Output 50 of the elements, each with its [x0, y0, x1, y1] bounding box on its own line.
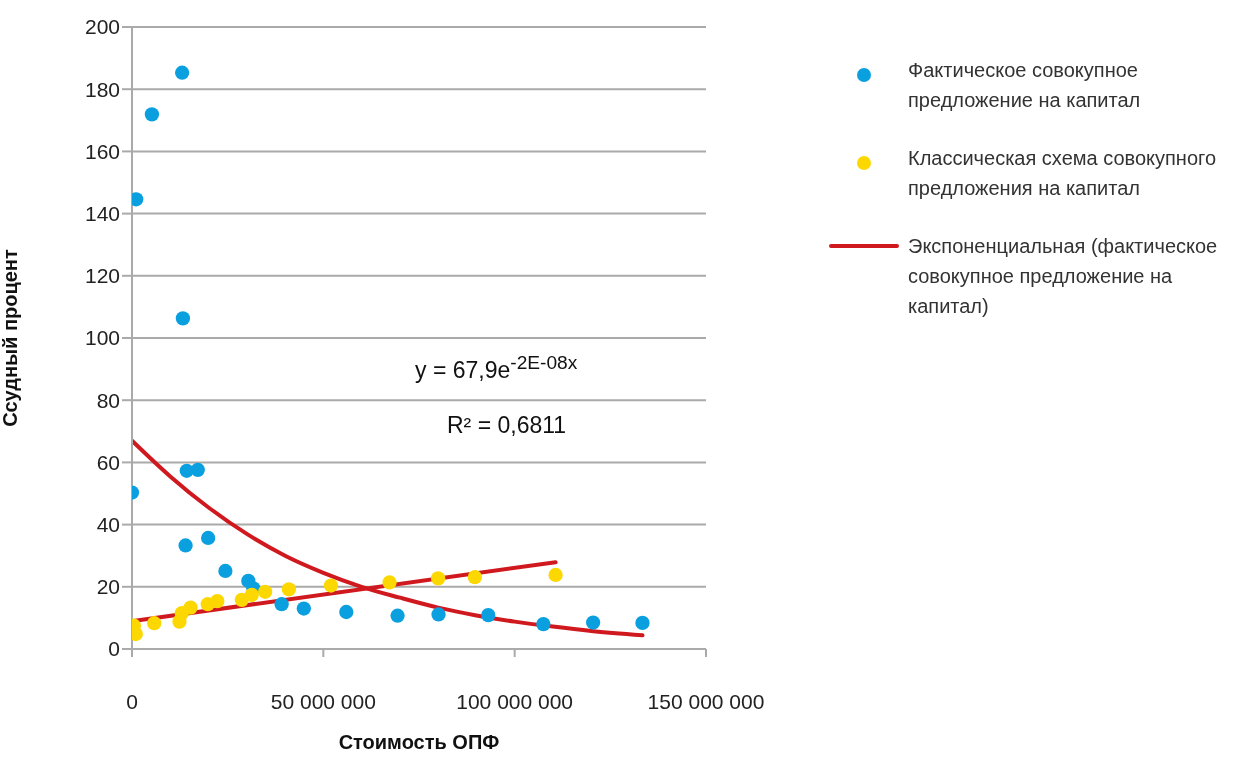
point — [218, 563, 233, 579]
point — [481, 607, 496, 623]
line-series — [132, 438, 645, 638]
y-tick-label: 100 — [84, 326, 120, 350]
point — [183, 600, 198, 615]
y-tick-label: 0 — [108, 637, 120, 661]
point — [382, 575, 397, 590]
point — [147, 616, 162, 631]
y-tick-label: 80 — [96, 388, 120, 412]
legend-label: Экспоненциальная (фактическое совокупное предложение на капитал) — [908, 234, 1219, 319]
x-tick-label: 0 — [126, 690, 138, 713]
point — [175, 311, 191, 326]
legend-label: Классическая схема совокупного предложения на капитал — [908, 146, 1217, 201]
point — [244, 587, 259, 603]
point — [174, 65, 190, 80]
point — [281, 582, 297, 597]
point — [548, 567, 563, 583]
x-tick-label: 100 000 000 — [456, 690, 574, 713]
x-axis-title: Стоимость ОПФ — [338, 731, 500, 753]
point — [339, 604, 354, 620]
legend-label: Фактическое совокупное предложение на капитал — [908, 58, 1142, 113]
point — [178, 538, 193, 553]
point — [431, 571, 446, 586]
point — [210, 593, 225, 609]
point — [296, 601, 311, 616]
x-tick-label: 50 000 000 — [270, 690, 376, 713]
point — [431, 607, 446, 622]
annotation: R² = 0,6811 — [447, 412, 567, 439]
point — [390, 608, 405, 623]
point — [274, 597, 289, 612]
y-tick-label: 40 — [96, 513, 120, 537]
point — [258, 584, 273, 599]
point — [201, 530, 216, 546]
point — [190, 462, 205, 477]
annotation: y = 67,9e$^{-2E-08x}$ — [415, 352, 578, 384]
point — [635, 615, 650, 630]
y-tick-label: 20 — [96, 575, 120, 599]
y-axis-title: Ссудный процент — [0, 249, 22, 427]
y-tick-label: 140 — [84, 202, 120, 226]
point — [467, 570, 483, 585]
point — [585, 615, 601, 630]
point — [536, 617, 551, 632]
y-tick-label: 160 — [84, 139, 120, 163]
point — [144, 107, 160, 122]
y-tick-label: 120 — [84, 264, 120, 288]
y-tick-label: 60 — [96, 450, 120, 474]
y-tick-label: 200 — [84, 15, 120, 39]
y-tick-label: 180 — [84, 77, 120, 101]
x-tick-label: 150 000 000 — [647, 690, 765, 713]
point — [323, 578, 339, 593]
